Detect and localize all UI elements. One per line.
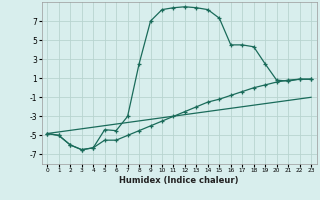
X-axis label: Humidex (Indice chaleur): Humidex (Indice chaleur) [119,176,239,185]
